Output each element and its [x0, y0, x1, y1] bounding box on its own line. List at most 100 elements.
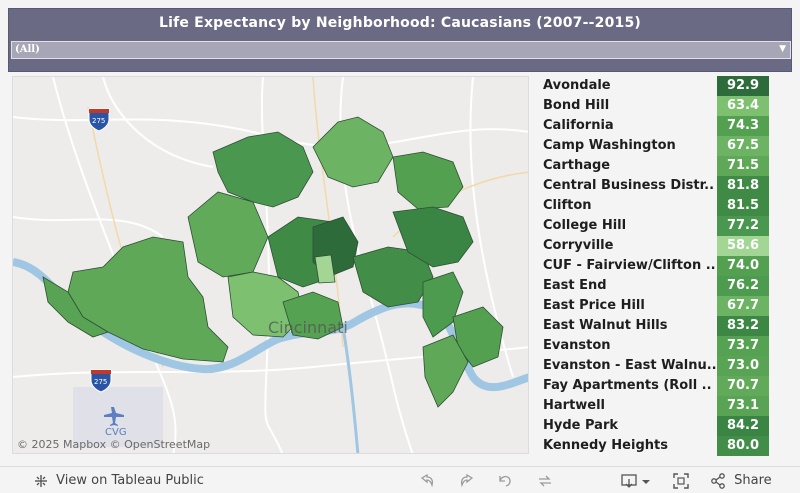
- neighborhood-hyde-park[interactable]: [392, 206, 474, 268]
- neighborhood-riverside-west[interactable]: [42, 276, 109, 338]
- life-expectancy-value[interactable]: 73.1: [717, 396, 769, 416]
- life-expectancy-value[interactable]: 92.9: [717, 76, 769, 96]
- fullscreen-icon: [673, 472, 689, 489]
- undo-button[interactable]: [418, 470, 436, 492]
- neighborhood-corryville[interactable]: [314, 254, 336, 284]
- refresh-button[interactable]: [536, 470, 554, 492]
- shield-number: 275: [92, 117, 105, 125]
- redo-button[interactable]: [458, 470, 476, 492]
- neighborhood-name: Corryville: [543, 238, 614, 253]
- life-expectancy-value[interactable]: 63.4: [717, 96, 769, 116]
- neighborhood-name: Carthage: [543, 158, 611, 173]
- table-row[interactable]: Kennedy Heights 80.0: [537, 436, 777, 456]
- neighborhood-polygons[interactable]: [42, 116, 504, 408]
- neighborhood-downtown[interactable]: [282, 291, 344, 340]
- view-on-tableau-public-button[interactable]: View on Tableau Public: [34, 470, 204, 492]
- view-on-tableau-public-label: View on Tableau Public: [56, 473, 204, 488]
- life-expectancy-value[interactable]: 71.5: [717, 156, 769, 176]
- redo-icon: [461, 473, 474, 487]
- table-row[interactable]: Carthage 71.5: [537, 156, 777, 176]
- life-expectancy-value[interactable]: 83.2: [717, 316, 769, 336]
- download-button[interactable]: [620, 470, 654, 492]
- page-title: Life Expectancy by Neighborhood: Caucasi…: [159, 15, 641, 31]
- life-expectancy-value[interactable]: 81.5: [717, 196, 769, 216]
- airplane-icon: [104, 407, 124, 426]
- life-expectancy-value[interactable]: 70.7: [717, 376, 769, 396]
- life-expectancy-value[interactable]: 67.5: [717, 136, 769, 156]
- neighborhood-mid-west[interactable]: [187, 191, 269, 278]
- neighborhood-east-end[interactable]: [422, 271, 464, 338]
- tableau-toolbar: View on Tableau Public Share: [0, 466, 800, 493]
- airport-label: CVG: [105, 427, 127, 438]
- table-row[interactable]: East End 76.2: [537, 276, 777, 296]
- share-button[interactable]: Share: [710, 470, 772, 492]
- life-expectancy-value[interactable]: 74.0: [717, 256, 769, 276]
- neighborhood-name: East End: [543, 278, 607, 293]
- map-canvas[interactable]: CVG: [13, 77, 529, 454]
- neighborhood-table: Avondale 92.9 Bond Hill 63.4 California 74.3 C…: [537, 76, 777, 456]
- table-row[interactable]: CUF - Fairview/Clifton .. 74.0: [537, 256, 777, 276]
- table-row[interactable]: Avondale 92.9: [537, 76, 777, 96]
- neighborhood-name: Camp Washington: [543, 138, 676, 153]
- undo-icon: [420, 473, 433, 487]
- neighborhood-filter-dropdown[interactable]: (All) ▼: [11, 41, 791, 59]
- download-icon: [621, 473, 650, 488]
- life-expectancy-value[interactable]: 81.8: [717, 176, 769, 196]
- neighborhood-name: Central Business Distr..: [543, 178, 715, 193]
- neighborhood-name: CUF - Fairview/Clifton ..: [543, 258, 716, 273]
- neighborhood-name: Bond Hill: [543, 98, 610, 113]
- neighborhood-northwest[interactable]: [212, 131, 314, 208]
- neighborhood-name: Avondale: [543, 78, 611, 93]
- shield-number: 275: [94, 378, 107, 386]
- life-expectancy-value[interactable]: 80.0: [717, 436, 769, 456]
- tableau-logo-icon: [35, 474, 47, 487]
- licking-river: [341, 326, 360, 453]
- neighborhood-westside[interactable]: [67, 236, 229, 363]
- table-row[interactable]: Evanston - East Walnu.. 73.0: [537, 356, 777, 376]
- table-row[interactable]: Camp Washington 67.5: [537, 136, 777, 156]
- table-row[interactable]: Evanston 73.7: [537, 336, 777, 356]
- table-row[interactable]: California 74.3: [537, 116, 777, 136]
- revert-button[interactable]: [496, 470, 514, 492]
- life-expectancy-value[interactable]: 74.3: [717, 116, 769, 136]
- neighborhood-northeast[interactable]: [392, 151, 464, 210]
- life-expectancy-value[interactable]: 73.7: [717, 336, 769, 356]
- table-row[interactable]: Corryville 58.6: [537, 236, 777, 256]
- neighborhood-name: Evanston: [543, 338, 611, 353]
- table-row[interactable]: Fay Apartments (Roll .. 70.7: [537, 376, 777, 396]
- neighborhood-name: Hyde Park: [543, 418, 619, 433]
- neighborhood-name: East Price Hill: [543, 298, 645, 313]
- table-row[interactable]: Hyde Park 84.2: [537, 416, 777, 436]
- table-row[interactable]: East Price Hill 67.7: [537, 296, 777, 316]
- neighborhood-north[interactable]: [312, 116, 394, 188]
- life-expectancy-value[interactable]: 58.6: [717, 236, 769, 256]
- share-label: Share: [734, 473, 772, 488]
- refresh-icon: [539, 475, 551, 486]
- share-icon: [711, 472, 725, 489]
- neighborhood-name: Clifton: [543, 198, 592, 213]
- table-row[interactable]: Clifton 81.5: [537, 196, 777, 216]
- table-row[interactable]: Hartwell 73.1: [537, 396, 777, 416]
- chevron-down-icon: ▼: [779, 44, 786, 54]
- table-row[interactable]: Bond Hill 63.4: [537, 96, 777, 116]
- filter-selected-value: (All): [15, 44, 40, 55]
- life-expectancy-value[interactable]: 73.0: [717, 356, 769, 376]
- header: Life Expectancy by Neighborhood: Caucasi…: [8, 8, 792, 72]
- fullscreen-button[interactable]: [672, 470, 690, 492]
- life-expectancy-value[interactable]: 67.7: [717, 296, 769, 316]
- neighborhood-name: Evanston - East Walnu..: [543, 358, 717, 373]
- map-attribution[interactable]: © 2025 Mapbox © OpenStreetMap: [17, 438, 211, 451]
- life-expectancy-value[interactable]: 76.2: [717, 276, 769, 296]
- neighborhood-name: Fay Apartments (Roll ..: [543, 378, 712, 393]
- neighborhood-name: California: [543, 118, 614, 133]
- life-expectancy-value[interactable]: 84.2: [717, 416, 769, 436]
- life-expectancy-value[interactable]: 77.2: [717, 216, 769, 236]
- table-row[interactable]: College Hill 77.2: [537, 216, 777, 236]
- neighborhood-name: College Hill: [543, 218, 627, 233]
- neighborhood-mt-washington[interactable]: [422, 334, 469, 408]
- table-row[interactable]: Central Business Distr.. 81.8: [537, 176, 777, 196]
- table-row[interactable]: East Walnut Hills 83.2: [537, 316, 777, 336]
- neighborhood-map[interactable]: CVG: [12, 76, 529, 454]
- neighborhood-name: Hartwell: [543, 398, 606, 413]
